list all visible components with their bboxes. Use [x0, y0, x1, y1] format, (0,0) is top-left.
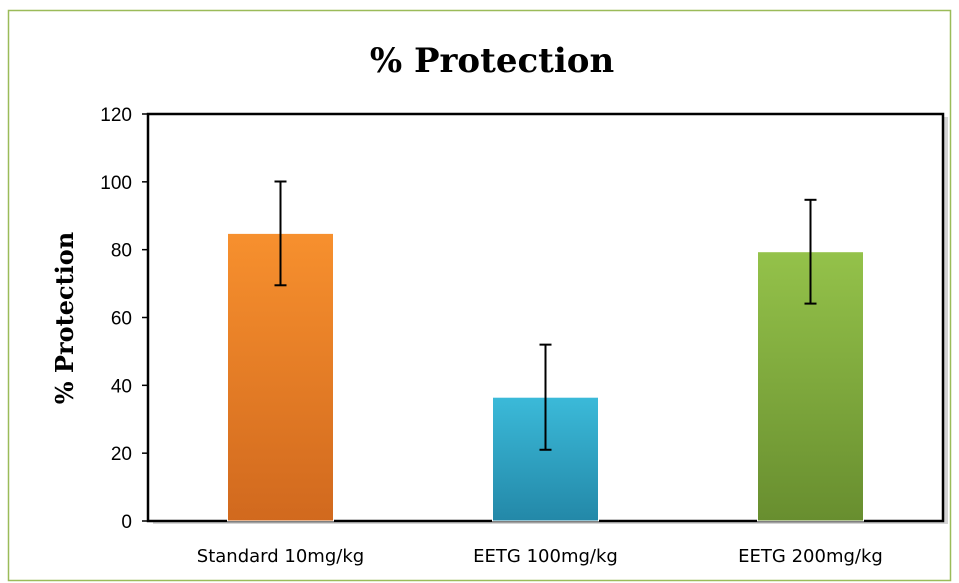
x-axis: Standard 10mg/kg EETG 100mg/kg EETG 200mg/… [197, 546, 883, 567]
x-tick-label: Standard 10mg/kg [197, 546, 364, 567]
y-axis-label: % Protection [50, 232, 79, 405]
y-tick-label: 80 [111, 241, 132, 262]
y-tick-label: 120 [100, 105, 132, 126]
x-tick-label: EETG 200mg/kg [738, 546, 883, 567]
y-tick-label: 40 [111, 376, 132, 397]
y-tick-label: 60 [111, 309, 132, 330]
y-tick-label: 20 [111, 444, 132, 465]
chart-title: % Protection [370, 41, 614, 81]
error-bars [274, 180, 817, 451]
x-tick-label: EETG 100mg/kg [473, 546, 618, 567]
y-tick-label: 0 [121, 512, 132, 533]
y-axis: 0 20 40 60 80 100 120 [100, 105, 148, 533]
y-tick-label: 100 [100, 173, 132, 194]
bars [227, 232, 864, 522]
